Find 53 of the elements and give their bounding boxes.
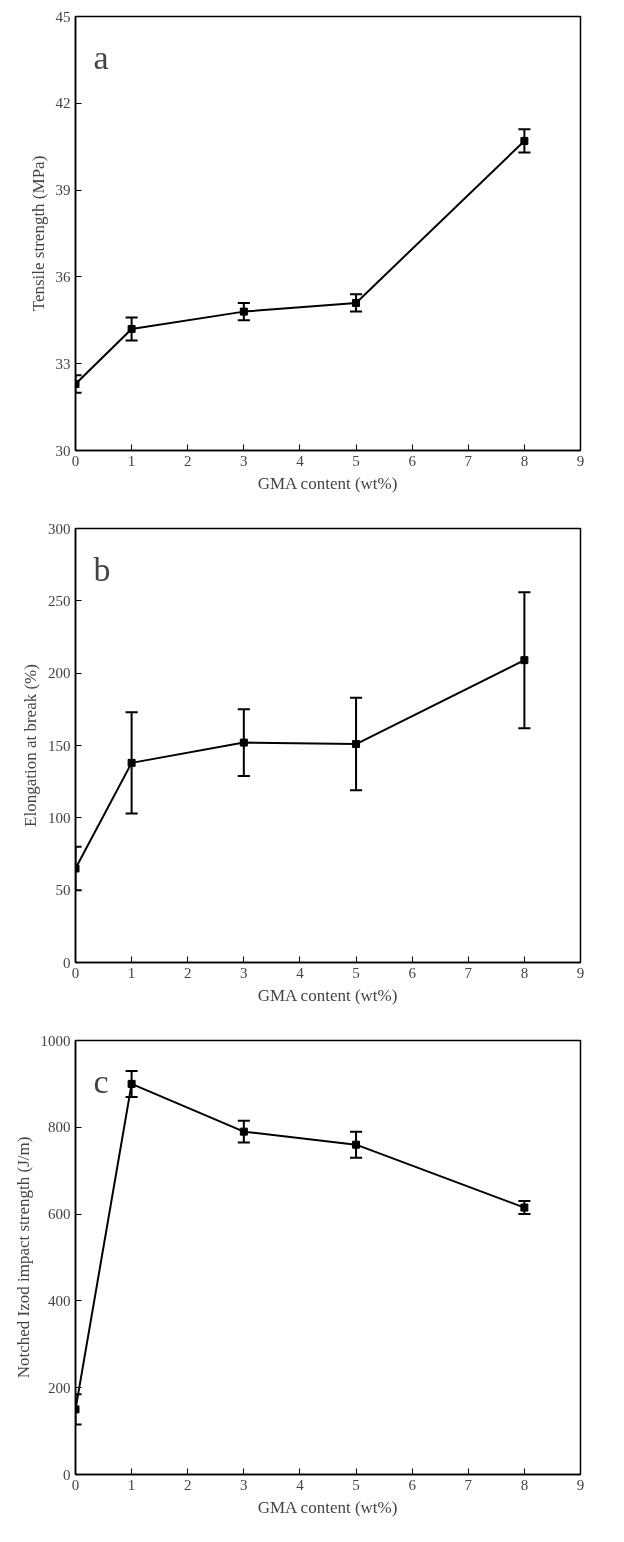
x-axis-title: GMA content (wt%) xyxy=(257,1497,398,1517)
y-tick-label: 800 xyxy=(48,1119,71,1136)
y-tick-label: 200 xyxy=(48,1379,71,1396)
x-tick-label: 4 xyxy=(296,964,305,981)
y-axis-title: Tensile strength (MPa) xyxy=(28,155,48,312)
y-tick-label: 400 xyxy=(48,1292,71,1309)
annotation: b xyxy=(93,550,111,588)
y-tick-label: 200 xyxy=(48,665,71,682)
x-tick-label: 4 xyxy=(296,452,305,469)
x-tick-label: 6 xyxy=(408,964,417,981)
x-tick-label: 2 xyxy=(183,1476,192,1493)
annotation: c xyxy=(93,1062,109,1100)
x-tick-label: 2 xyxy=(183,964,192,981)
x-tick-label: 2 xyxy=(183,452,192,469)
x-tick-label: 1 xyxy=(127,964,136,981)
x-tick-label: 9 xyxy=(576,452,585,469)
y-tick-label: 300 xyxy=(48,520,71,537)
x-tick-label: 9 xyxy=(576,1476,585,1493)
y-tick-label: 250 xyxy=(48,592,71,609)
y-axis-title: Notched Izod impact strength (J/m) xyxy=(13,1136,33,1379)
x-tick-label: 6 xyxy=(408,452,417,469)
x-tick-label: 5 xyxy=(352,452,360,469)
y-tick-label: 42 xyxy=(55,95,71,112)
x-tick-label: 9 xyxy=(576,964,585,981)
x-tick-label: 1 xyxy=(127,452,136,469)
x-tick-label: 3 xyxy=(240,964,248,981)
y-tick-label: 36 xyxy=(55,268,71,285)
x-tick-label: 7 xyxy=(464,964,473,981)
x-tick-label: 5 xyxy=(352,964,360,981)
x-tick-label: 7 xyxy=(464,1476,473,1493)
y-tick-label: 39 xyxy=(55,182,71,199)
y-tick-label: 50 xyxy=(55,882,71,899)
x-tick-label: 8 xyxy=(520,452,529,469)
x-tick-label: 8 xyxy=(520,964,529,981)
x-tick-label: 1 xyxy=(127,1476,136,1493)
x-tick-label: 7 xyxy=(464,452,473,469)
x-tick-label: 6 xyxy=(408,1476,417,1493)
y-axis-title: Elongation at break (%) xyxy=(21,664,40,827)
x-tick-label: 8 xyxy=(520,1476,529,1493)
x-axis-title: GMA content (wt%) xyxy=(257,985,398,1005)
y-tick-label: 33 xyxy=(55,355,71,372)
y-tick-label: 600 xyxy=(48,1206,71,1223)
y-tick-label: 150 xyxy=(48,737,71,754)
annotation: a xyxy=(93,38,109,76)
y-tick-label: 30 xyxy=(55,442,71,459)
x-tick-label: 4 xyxy=(296,1476,305,1493)
y-tick-label: 100 xyxy=(48,809,71,826)
x-axis-title: GMA content (wt%) xyxy=(257,473,398,493)
x-tick-label: 3 xyxy=(240,1476,248,1493)
x-tick-label: 5 xyxy=(352,1476,360,1493)
y-tick-label: 45 xyxy=(55,8,71,25)
x-tick-label: 3 xyxy=(240,452,248,469)
y-tick-label: 1000 xyxy=(40,1032,71,1049)
